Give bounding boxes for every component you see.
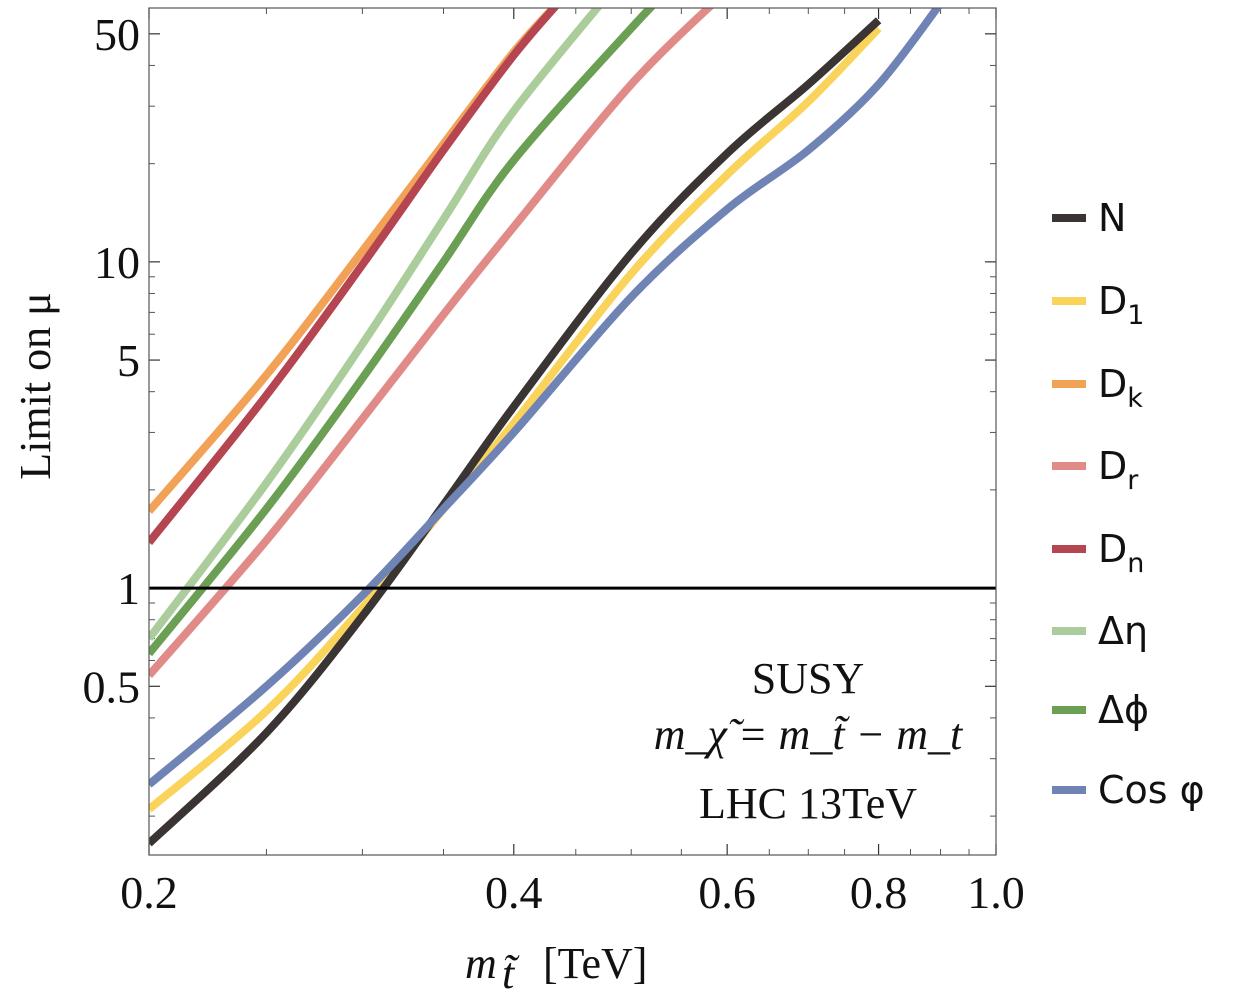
legend-swatch: [1052, 786, 1086, 794]
annotation-line-2: m_χ̃ = m_t̃ − m_t: [654, 710, 964, 759]
x-tick-label: 0.8: [850, 867, 908, 918]
x-axis-title-unit: [TeV]: [543, 939, 647, 988]
minor-ticks: [149, 8, 996, 855]
series-line-dr3: [149, 8, 715, 679]
series-line-dn4: [149, 8, 560, 545]
legend-label: Δη: [1098, 609, 1148, 653]
series-line--6: [149, 8, 656, 657]
legend-label: Dk: [1098, 362, 1143, 414]
legend-swatch: [1052, 297, 1086, 305]
x-tick-labels: 0.2 0.4 0.6 0.8 1.0: [120, 867, 1025, 918]
series-group: [149, 8, 943, 847]
legend-label: D1: [1098, 279, 1144, 331]
legend-label: Dr: [1098, 444, 1139, 496]
y-tick-label: 1: [117, 563, 140, 614]
legend-swatch: [1052, 706, 1086, 714]
y-tick-label: 5: [117, 335, 140, 386]
y-tick-label: 10: [94, 237, 140, 288]
legend-swatch: [1052, 380, 1086, 388]
legend-swatch: [1052, 214, 1086, 222]
legend-label-sub: n: [1127, 548, 1144, 579]
x-tick-label: 0.4: [485, 867, 543, 918]
x-tick-label: 1.0: [967, 867, 1025, 918]
series-line-cos-7: [149, 8, 943, 788]
x-tick-label: 0.6: [698, 867, 756, 918]
y-tick-label: 0.5: [83, 661, 141, 712]
series-line--5: [149, 8, 603, 642]
series-line-d11: [149, 25, 882, 813]
y-axis-title: Limit on μ: [11, 292, 60, 479]
x-axis-title-sub: t̃: [502, 949, 520, 998]
legend-swatch: [1052, 545, 1086, 553]
legend: N D1 Dk Dr Dn Δη Δϕ Cos φ: [1052, 196, 1205, 812]
annotation-line-3: LHC 13TeV: [699, 779, 917, 828]
annotation-line-1: SUSY: [752, 654, 865, 703]
x-axis-title: m t̃ [TeV]: [465, 939, 647, 998]
x-axis-title-main: m: [465, 939, 497, 988]
legend-label: Δϕ: [1098, 688, 1149, 732]
legend-label-sub: k: [1127, 383, 1143, 414]
y-tick-labels: 0.5 1 5 10 50: [83, 9, 141, 712]
legend-label: N: [1098, 196, 1126, 240]
series-line-n0: [149, 17, 882, 847]
legend-label-sub: 1: [1127, 300, 1144, 331]
legend-label: Cos φ: [1098, 768, 1205, 812]
y-tick-label: 50: [94, 9, 140, 60]
legend-swatch: [1052, 627, 1086, 635]
legend-label-sub: r: [1127, 465, 1139, 496]
legend-label: Dn: [1098, 527, 1144, 579]
x-tick-label: 0.2: [120, 867, 178, 918]
plot-frame: [148, 7, 997, 856]
legend-swatch: [1052, 462, 1086, 470]
